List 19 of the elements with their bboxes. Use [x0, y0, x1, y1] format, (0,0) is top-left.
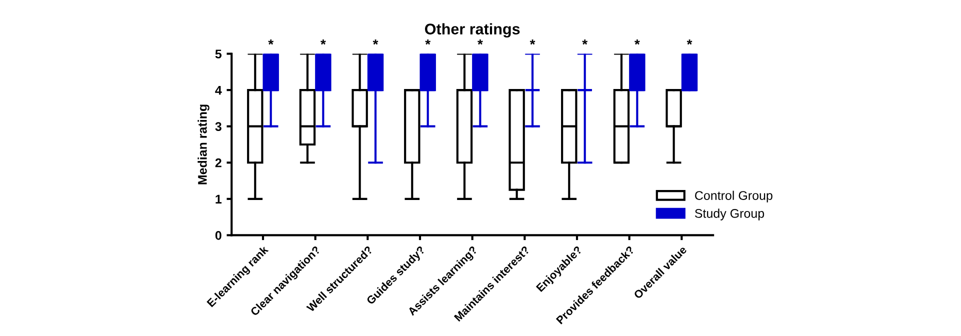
legend-label: Study Group [694, 208, 764, 220]
y-tick-label: 5 [215, 50, 222, 58]
text: * [686, 40, 692, 45]
y-tick-label: 4 [215, 86, 222, 95]
text: * [582, 40, 588, 45]
text: * [478, 40, 483, 45]
chart-title: Other ratings [425, 23, 520, 38]
legend-label: Control Group [695, 190, 772, 202]
text: * [530, 40, 536, 45]
text: * [320, 40, 326, 45]
text: * [425, 40, 431, 45]
y-tick-label: 0 [215, 231, 222, 240]
y-tick-label: 1 [216, 194, 222, 204]
y-tick-label: 2 [215, 158, 222, 168]
text: * [634, 40, 640, 45]
text: * [268, 40, 274, 45]
y-tick-label: 3 [215, 122, 222, 132]
text: * [372, 40, 378, 45]
y-axis-title: Median rating [198, 104, 210, 184]
